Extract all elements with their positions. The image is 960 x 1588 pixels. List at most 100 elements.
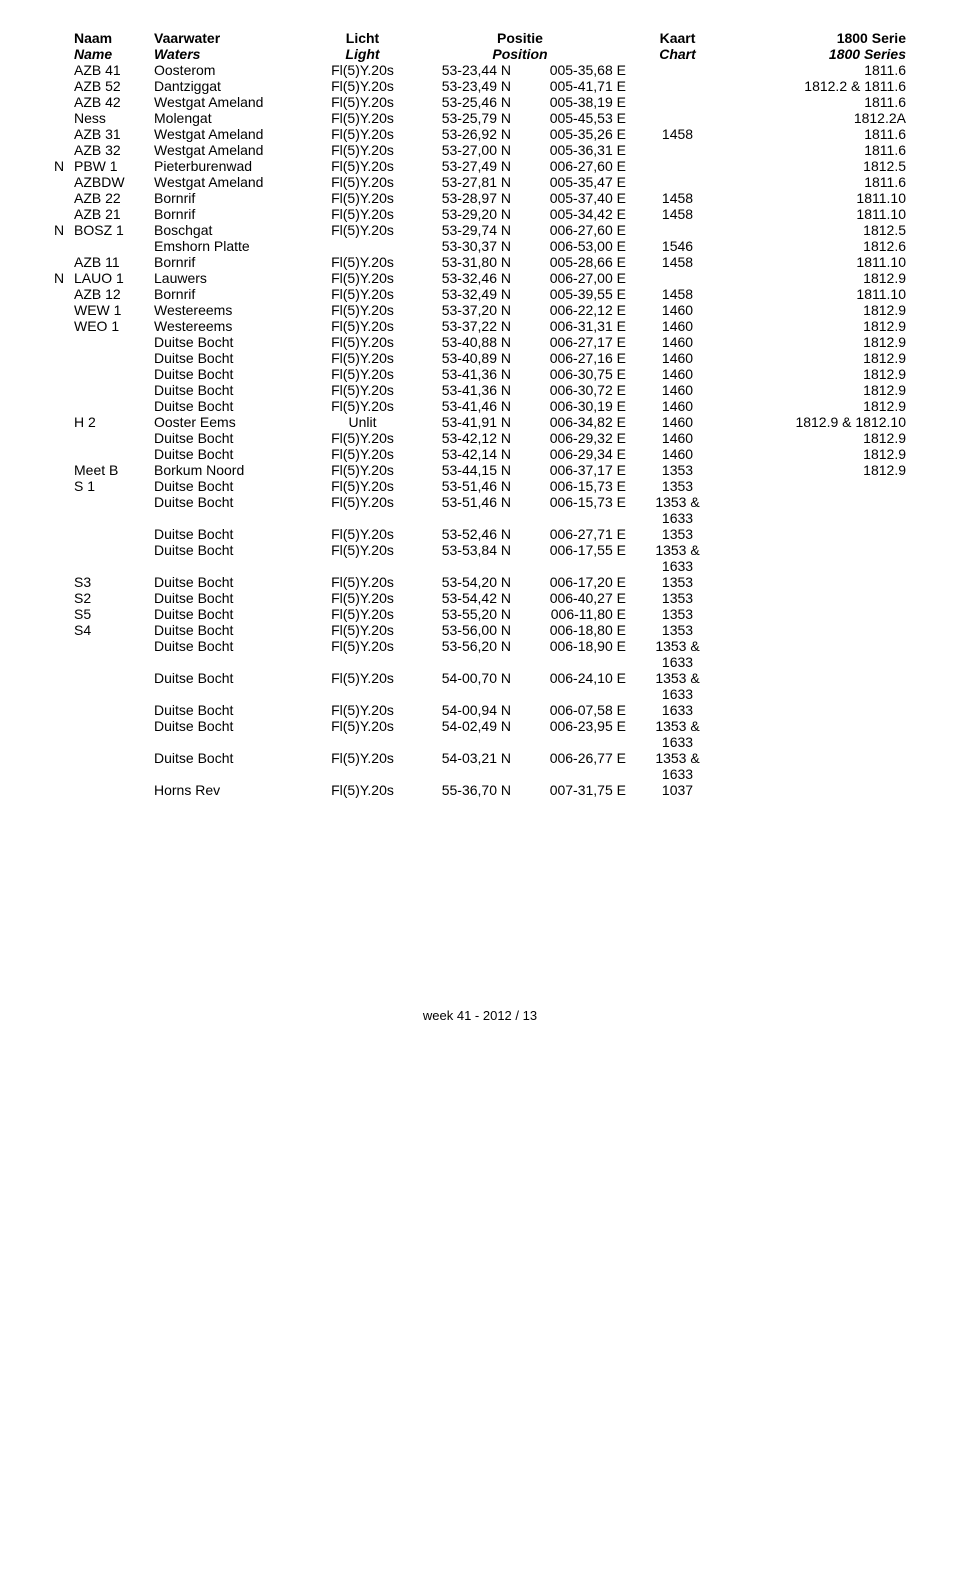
- cell-waters: Duitse Bocht: [150, 702, 315, 718]
- cell-lon: 006-30,75 E: [515, 366, 630, 382]
- cell-flag: [50, 750, 70, 766]
- cell-chart: 1353 &: [630, 670, 725, 686]
- cell-lat: 53-37,22 N: [410, 318, 515, 334]
- cell-flag: [50, 574, 70, 590]
- table-row: AZB 31Westgat AmelandFl(5)Y.20s53-26,92 …: [50, 126, 910, 142]
- cell-light: Fl(5)Y.20s: [315, 462, 410, 478]
- cell-light: [315, 654, 410, 670]
- cell-serie: 1811.6: [725, 62, 910, 78]
- cell-flag: [50, 142, 70, 158]
- cell-flag: [50, 462, 70, 478]
- cell-serie: 1812.9: [725, 334, 910, 350]
- cell-lon: 006-26,77 E: [515, 750, 630, 766]
- hdr2-position: Position: [410, 46, 630, 62]
- cell-serie: 1812.2A: [725, 110, 910, 126]
- cell-chart: 1460: [630, 414, 725, 430]
- cell-serie: 1811.10: [725, 206, 910, 222]
- cell-lon: [515, 686, 630, 702]
- cell-chart: 1353 &: [630, 750, 725, 766]
- cell-name: S 1: [70, 478, 150, 494]
- cell-flag: [50, 334, 70, 350]
- cell-name: [70, 350, 150, 366]
- cell-lat: 53-23,49 N: [410, 78, 515, 94]
- cell-lon: 005-35,68 E: [515, 62, 630, 78]
- cell-serie: 1812.9: [725, 366, 910, 382]
- cell-waters: Duitse Bocht: [150, 750, 315, 766]
- cell-light: Fl(5)Y.20s: [315, 174, 410, 190]
- cell-light: Fl(5)Y.20s: [315, 574, 410, 590]
- cell-light: Fl(5)Y.20s: [315, 638, 410, 654]
- cell-lon: [515, 510, 630, 526]
- cell-name: [70, 686, 150, 702]
- table-row: H 2Ooster EemsUnlit53-41,91 N006-34,82 E…: [50, 414, 910, 430]
- cell-waters: Westgat Ameland: [150, 94, 315, 110]
- table-row: NBOSZ 1BoschgatFl(5)Y.20s53-29,74 N006-2…: [50, 222, 910, 238]
- cell-lat: 54-03,21 N: [410, 750, 515, 766]
- cell-serie: 1812.5: [725, 158, 910, 174]
- cell-waters: Westereems: [150, 318, 315, 334]
- table-row: AZB 41OosteromFl(5)Y.20s53-23,44 N005-35…: [50, 62, 910, 78]
- table-header: Naam Vaarwater Licht Positie Kaart 1800 …: [50, 30, 910, 62]
- hdr2-serie: 1800 Series: [725, 46, 910, 62]
- cell-name: Meet B: [70, 462, 150, 478]
- table-row: 1633: [50, 734, 910, 750]
- cell-lon: 006-53,00 E: [515, 238, 630, 254]
- cell-chart: 1458: [630, 190, 725, 206]
- cell-flag: [50, 398, 70, 414]
- cell-serie: 1811.6: [725, 126, 910, 142]
- cell-waters: [150, 734, 315, 750]
- cell-name: AZB 42: [70, 94, 150, 110]
- cell-waters: Lauwers: [150, 270, 315, 286]
- cell-lat: [410, 734, 515, 750]
- cell-serie: 1812.9: [725, 302, 910, 318]
- cell-lat: [410, 654, 515, 670]
- cell-flag: [50, 654, 70, 670]
- cell-lat: 54-00,70 N: [410, 670, 515, 686]
- table-row: Duitse BochtFl(5)Y.20s53-42,14 N006-29,3…: [50, 446, 910, 462]
- cell-serie: [725, 590, 910, 606]
- cell-light: Fl(5)Y.20s: [315, 142, 410, 158]
- cell-flag: [50, 526, 70, 542]
- cell-light: Fl(5)Y.20s: [315, 222, 410, 238]
- cell-lon: 005-35,47 E: [515, 174, 630, 190]
- hdr-light: Licht: [315, 30, 410, 46]
- cell-flag: [50, 766, 70, 782]
- cell-flag: [50, 62, 70, 78]
- table-row: Duitse BochtFl(5)Y.20s54-03,21 N006-26,7…: [50, 750, 910, 766]
- table-row: AZB 12BornrifFl(5)Y.20s53-32,49 N005-39,…: [50, 286, 910, 302]
- cell-light: Fl(5)Y.20s: [315, 254, 410, 270]
- cell-serie: [725, 542, 910, 558]
- cell-light: Fl(5)Y.20s: [315, 542, 410, 558]
- cell-lat: 53-25,46 N: [410, 94, 515, 110]
- cell-flag: [50, 478, 70, 494]
- cell-lon: 006-27,60 E: [515, 158, 630, 174]
- cell-flag: [50, 590, 70, 606]
- cell-serie: [725, 622, 910, 638]
- cell-chart: 1460: [630, 398, 725, 414]
- table-row: Duitse BochtFl(5)Y.20s53-40,89 N006-27,1…: [50, 350, 910, 366]
- cell-flag: [50, 542, 70, 558]
- cell-lat: 53-42,14 N: [410, 446, 515, 462]
- cell-light: [315, 686, 410, 702]
- cell-name: AZB 52: [70, 78, 150, 94]
- cell-chart: 1353: [630, 462, 725, 478]
- cell-serie: [725, 734, 910, 750]
- cell-light: Fl(5)Y.20s: [315, 670, 410, 686]
- table-row: AZB 42Westgat AmelandFl(5)Y.20s53-25,46 …: [50, 94, 910, 110]
- cell-waters: Duitse Bocht: [150, 670, 315, 686]
- cell-flag: [50, 206, 70, 222]
- cell-serie: 1812.9: [725, 318, 910, 334]
- cell-flag: [50, 382, 70, 398]
- cell-name: [70, 382, 150, 398]
- cell-serie: [725, 526, 910, 542]
- table-row: WEO 1WestereemsFl(5)Y.20s53-37,22 N006-3…: [50, 318, 910, 334]
- cell-name: S3: [70, 574, 150, 590]
- cell-lat: 53-26,92 N: [410, 126, 515, 142]
- cell-chart: [630, 174, 725, 190]
- cell-serie: 1812.9: [725, 382, 910, 398]
- cell-chart: [630, 270, 725, 286]
- cell-light: [315, 734, 410, 750]
- cell-lat: [410, 686, 515, 702]
- cell-lat: 53-40,89 N: [410, 350, 515, 366]
- cell-light: Fl(5)Y.20s: [315, 718, 410, 734]
